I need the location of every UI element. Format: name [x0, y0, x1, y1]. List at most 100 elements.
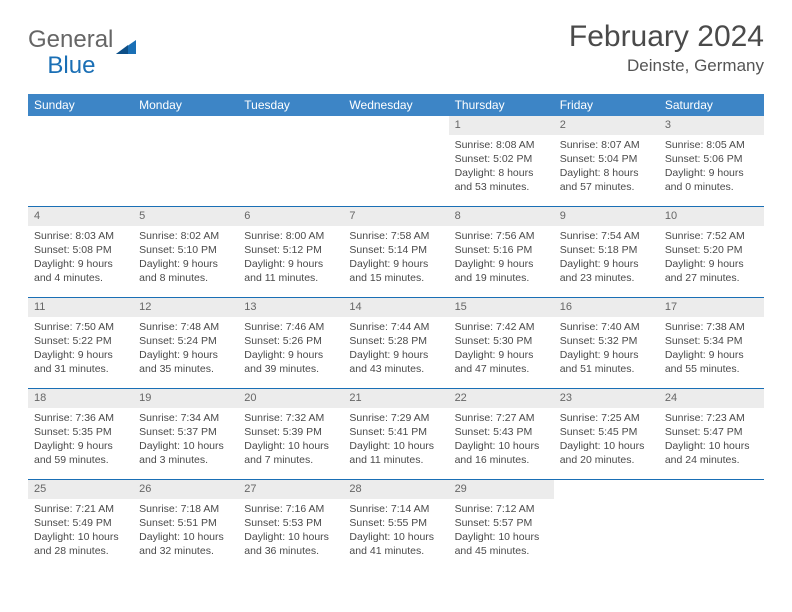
daylight-text: Daylight: 9 hours and 4 minutes. — [34, 257, 127, 285]
day-content: Sunrise: 7:58 AMSunset: 5:14 PMDaylight:… — [343, 226, 448, 290]
sunset-text: Sunset: 5:57 PM — [455, 516, 548, 530]
daylight-text: Daylight: 9 hours and 31 minutes. — [34, 348, 127, 376]
sunset-text: Sunset: 5:26 PM — [244, 334, 337, 348]
calendar-day-cell: 26Sunrise: 7:18 AMSunset: 5:51 PMDayligh… — [133, 480, 238, 571]
sunrise-text: Sunrise: 7:23 AM — [665, 411, 758, 425]
daylight-text: Daylight: 10 hours and 20 minutes. — [560, 439, 653, 467]
day-number: 16 — [554, 298, 659, 317]
calendar-day-cell: 16Sunrise: 7:40 AMSunset: 5:32 PMDayligh… — [554, 298, 659, 389]
sunrise-text: Sunrise: 8:03 AM — [34, 229, 127, 243]
calendar-day-cell — [343, 116, 448, 207]
day-number: 27 — [238, 480, 343, 499]
calendar-day-cell: 2Sunrise: 8:07 AMSunset: 5:04 PMDaylight… — [554, 116, 659, 207]
sunset-text: Sunset: 5:14 PM — [349, 243, 442, 257]
daylight-text: Daylight: 9 hours and 43 minutes. — [349, 348, 442, 376]
sunrise-text: Sunrise: 7:42 AM — [455, 320, 548, 334]
day-content: Sunrise: 8:05 AMSunset: 5:06 PMDaylight:… — [659, 135, 764, 199]
calendar-day-cell: 29Sunrise: 7:12 AMSunset: 5:57 PMDayligh… — [449, 480, 554, 571]
calendar-day-cell: 14Sunrise: 7:44 AMSunset: 5:28 PMDayligh… — [343, 298, 448, 389]
day-number: 15 — [449, 298, 554, 317]
sunrise-text: Sunrise: 8:00 AM — [244, 229, 337, 243]
calendar-day-cell: 19Sunrise: 7:34 AMSunset: 5:37 PMDayligh… — [133, 389, 238, 480]
day-number: 28 — [343, 480, 448, 499]
calendar-day-cell: 11 Sunrise: 7:50 AMSunset: 5:22 PMDayligh… — [28, 298, 133, 389]
calendar-day-cell: 23Sunrise: 7:25 AMSunset: 5:45 PMDayligh… — [554, 389, 659, 480]
day-number: 22 — [449, 389, 554, 408]
calendar-day-cell: 27Sunrise: 7:16 AMSunset: 5:53 PMDayligh… — [238, 480, 343, 571]
brand-logo: General — [28, 26, 136, 54]
day-number: 23 — [554, 389, 659, 408]
sunrise-text: Sunrise: 7:58 AM — [349, 229, 442, 243]
day-content: Sunrise: 8:07 AMSunset: 5:04 PMDaylight:… — [554, 135, 659, 199]
calendar-day-cell: 13Sunrise: 7:46 AMSunset: 5:26 PMDayligh… — [238, 298, 343, 389]
day-number: 1 — [449, 116, 554, 135]
sunrise-text: Sunrise: 7:46 AM — [244, 320, 337, 334]
sunrise-text: Sunrise: 7:16 AM — [244, 502, 337, 516]
title-block: February 2024 Deinste, Germany — [569, 20, 764, 76]
sunset-text: Sunset: 5:22 PM — [34, 334, 127, 348]
sunset-text: Sunset: 5:08 PM — [34, 243, 127, 257]
sunset-text: Sunset: 5:39 PM — [244, 425, 337, 439]
daylight-text: Daylight: 9 hours and 55 minutes. — [665, 348, 758, 376]
sunset-text: Sunset: 5:37 PM — [139, 425, 232, 439]
sunrise-text: Sunrise: 8:08 AM — [455, 138, 548, 152]
day-content: Sunrise: 7:34 AMSunset: 5:37 PMDaylight:… — [133, 408, 238, 472]
day-content: Sunrise: 7:29 AMSunset: 5:41 PMDaylight:… — [343, 408, 448, 472]
day-content: Sunrise: 7:44 AMSunset: 5:28 PMDaylight:… — [343, 317, 448, 381]
day-number: 11 — [28, 298, 133, 317]
sunrise-text: Sunrise: 7:34 AM — [139, 411, 232, 425]
day-number: 5 — [133, 207, 238, 226]
daylight-text: Daylight: 9 hours and 39 minutes. — [244, 348, 337, 376]
sunrise-text: Sunrise: 7:21 AM — [34, 502, 127, 516]
sunrise-text: Sunrise: 7:56 AM — [455, 229, 548, 243]
sunset-text: Sunset: 5:18 PM — [560, 243, 653, 257]
day-content: Sunrise: 7:23 AMSunset: 5:47 PMDaylight:… — [659, 408, 764, 472]
sunrise-text: Sunrise: 7:14 AM — [349, 502, 442, 516]
day-number: 12 — [133, 298, 238, 317]
sunset-text: Sunset: 5:32 PM — [560, 334, 653, 348]
weekday-header: Thursday — [449, 94, 554, 116]
calendar-day-cell: 17Sunrise: 7:38 AMSunset: 5:34 PMDayligh… — [659, 298, 764, 389]
sunrise-text: Sunrise: 7:29 AM — [349, 411, 442, 425]
daylight-text: Daylight: 9 hours and 23 minutes. — [560, 257, 653, 285]
sunrise-text: Sunrise: 7:50 AM — [34, 320, 127, 334]
day-number: 6 — [238, 207, 343, 226]
day-content: Sunrise: 7:25 AMSunset: 5:45 PMDaylight:… — [554, 408, 659, 472]
sunrise-text: Sunrise: 7:48 AM — [139, 320, 232, 334]
calendar-week-row: 25Sunrise: 7:21 AMSunset: 5:49 PMDayligh… — [28, 480, 764, 571]
weekday-header: Sunday — [28, 94, 133, 116]
calendar-day-cell: 22Sunrise: 7:27 AMSunset: 5:43 PMDayligh… — [449, 389, 554, 480]
sunset-text: Sunset: 5:30 PM — [455, 334, 548, 348]
day-number: 26 — [133, 480, 238, 499]
sunset-text: Sunset: 5:34 PM — [665, 334, 758, 348]
daylight-text: Daylight: 9 hours and 27 minutes. — [665, 257, 758, 285]
calendar-day-cell: 15 Sunrise: 7:42 AMSunset: 5:30 PMDayligh… — [449, 298, 554, 389]
calendar-week-row: 4Sunrise: 8:03 AMSunset: 5:08 PMDaylight… — [28, 207, 764, 298]
calendar-day-cell — [659, 480, 764, 571]
sunrise-text: Sunrise: 8:05 AM — [665, 138, 758, 152]
sunrise-text: Sunrise: 7:27 AM — [455, 411, 548, 425]
calendar-day-cell: 6 Sunrise: 8:00 AMSunset: 5:12 PMDaylight… — [238, 207, 343, 298]
day-content: Sunrise: 7:32 AMSunset: 5:39 PMDaylight:… — [238, 408, 343, 472]
daylight-text: Daylight: 9 hours and 47 minutes. — [455, 348, 548, 376]
day-number: 17 — [659, 298, 764, 317]
day-content: Sunrise: 7:54 AMSunset: 5:18 PMDaylight:… — [554, 226, 659, 290]
sunset-text: Sunset: 5:12 PM — [244, 243, 337, 257]
day-content: Sunrise: 7:36 AMSunset: 5:35 PMDaylight:… — [28, 408, 133, 472]
sunrise-text: Sunrise: 7:32 AM — [244, 411, 337, 425]
sunset-text: Sunset: 5:45 PM — [560, 425, 653, 439]
sunset-text: Sunset: 5:47 PM — [665, 425, 758, 439]
calendar-table: Sunday Monday Tuesday Wednesday Thursday… — [28, 94, 764, 570]
calendar-body: 1Sunrise: 8:08 AMSunset: 5:02 PMDaylight… — [28, 116, 764, 570]
calendar-day-cell — [238, 116, 343, 207]
calendar-day-cell — [133, 116, 238, 207]
brand-part2: Blue — [47, 52, 95, 80]
sunset-text: Sunset: 5:10 PM — [139, 243, 232, 257]
day-content: Sunrise: 7:21 AMSunset: 5:49 PMDaylight:… — [28, 499, 133, 563]
calendar-day-cell: 18Sunrise: 7:36 AMSunset: 5:35 PMDayligh… — [28, 389, 133, 480]
weekday-header: Monday — [133, 94, 238, 116]
day-number: 29 — [449, 480, 554, 499]
sunrise-text: Sunrise: 7:36 AM — [34, 411, 127, 425]
day-number: 25 — [28, 480, 133, 499]
daylight-text: Daylight: 9 hours and 11 minutes. — [244, 257, 337, 285]
